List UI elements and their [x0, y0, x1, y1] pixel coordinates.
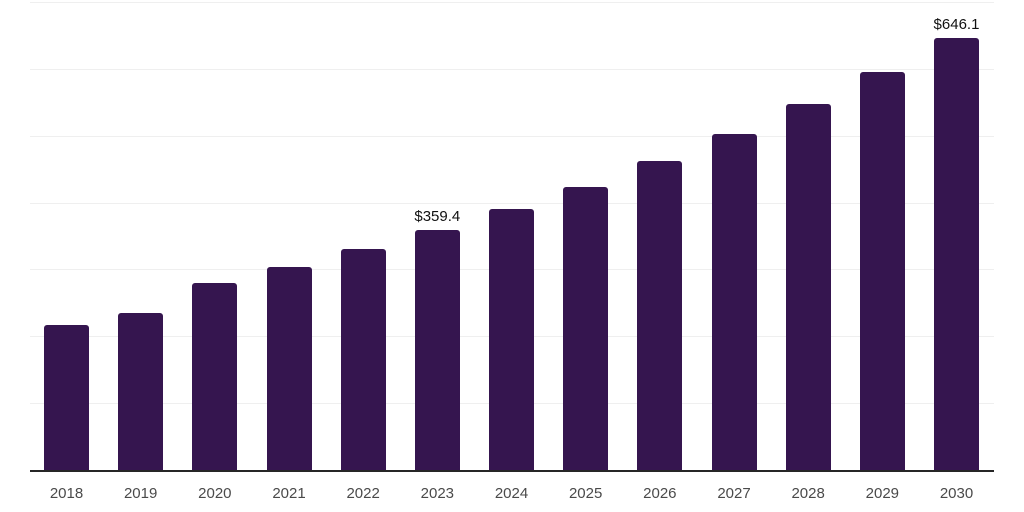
x-axis: 2018 2019 2020 2021 2022 2023 2024 2025 2026 2027…	[30, 485, 994, 505]
x-tick-label: 2023	[420, 485, 455, 502]
bar-2021	[266, 266, 312, 470]
bar-value-label: $646.1	[933, 16, 980, 34]
x-tick-label: 2021	[272, 485, 306, 502]
gridline	[30, 135, 994, 137]
x-tick-label: 2028	[791, 485, 825, 502]
x-tick-label: 2022	[346, 485, 380, 502]
bar-2026	[637, 161, 683, 470]
x-tick-label: 2020	[198, 485, 232, 502]
gridline	[30, 202, 994, 204]
x-tick-label: 2018	[49, 485, 84, 502]
bar-2029	[859, 71, 905, 470]
x-tick-label: 2019	[123, 485, 158, 502]
bar-2028	[785, 104, 831, 470]
x-tick-label: 2024	[494, 485, 529, 502]
bar-2023	[414, 229, 460, 470]
gridline	[30, 2, 994, 3]
bar-value-label: $359.4	[414, 207, 461, 225]
bar-2024	[489, 208, 534, 470]
x-tick-label: 2025	[568, 485, 603, 502]
x-tick-label: 2030	[939, 485, 974, 502]
bar-2018	[44, 324, 89, 470]
x-tick-label: 2029	[865, 485, 900, 502]
bar-2025	[563, 187, 609, 470]
bar-2027	[711, 134, 757, 470]
x-tick-label: 2026	[643, 485, 677, 502]
x-tick-label: 2027	[717, 485, 751, 502]
bar-2019	[118, 312, 164, 470]
plot-area: $359.4 $646.1	[30, 2, 994, 472]
bar-2020	[192, 282, 238, 470]
bar-2030	[934, 38, 979, 470]
bar-2022	[340, 248, 386, 470]
x-axis-line	[30, 470, 994, 472]
gridline	[30, 68, 994, 70]
